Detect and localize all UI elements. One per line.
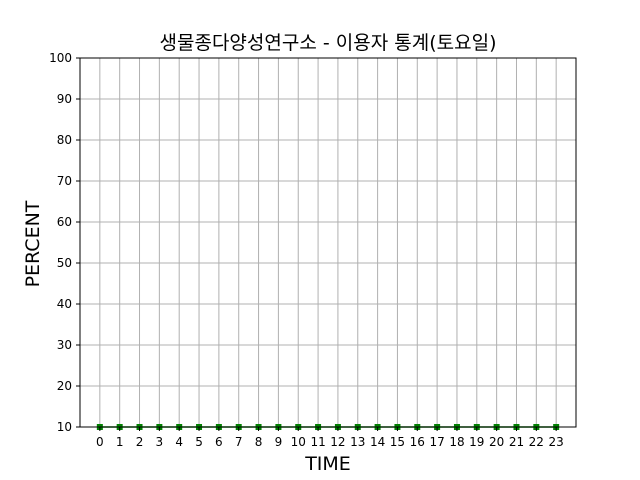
- x-axis: 0 1 2 3 4 5 6 7 8 9 10 11 12 13 14 15 16 17 18 19 20 21 22 23: [96, 427, 564, 449]
- y-tick-label: 40: [57, 297, 72, 311]
- x-tick-label: 11: [310, 435, 325, 449]
- x-tick-label: 2: [136, 435, 144, 449]
- x-tick-label: 4: [175, 435, 183, 449]
- x-tick-label: 16: [410, 435, 425, 449]
- x-tick-label: 23: [549, 435, 564, 449]
- y-tick-label: 20: [57, 379, 72, 393]
- grid: [80, 57, 576, 428]
- x-tick-label: 14: [370, 435, 385, 449]
- x-tick-label: 6: [215, 435, 223, 449]
- x-axis-label: TIME: [304, 453, 351, 475]
- y-tick-label: 70: [57, 174, 72, 188]
- y-tick-label: 100: [49, 51, 72, 65]
- y-axis: 10 20 30 40 50 60 70 80 90 100: [49, 51, 80, 434]
- x-tick-label: 10: [291, 435, 306, 449]
- y-tick-label: 50: [57, 256, 72, 270]
- x-tick-label: 20: [489, 435, 504, 449]
- x-tick-label: 1: [116, 435, 124, 449]
- x-tick-label: 7: [235, 435, 243, 449]
- x-tick-label: 3: [156, 435, 164, 449]
- x-tick-label: 0: [96, 435, 104, 449]
- x-tick-label: 5: [195, 435, 203, 449]
- plot-frame: [79, 57, 577, 428]
- y-tick-label: 80: [57, 133, 72, 147]
- y-tick-label: 90: [57, 92, 72, 106]
- chart-title: 생물종다양성연구소 - 이용자 통계(토요일): [160, 32, 497, 54]
- x-tick-label: 12: [330, 435, 345, 449]
- x-tick-label: 15: [390, 435, 405, 449]
- y-axis-label: PERCENT: [22, 200, 44, 287]
- x-tick-label: 22: [529, 435, 544, 449]
- y-tick-label: 30: [57, 338, 72, 352]
- y-tick-label: 60: [57, 215, 72, 229]
- x-tick-label: 8: [255, 435, 263, 449]
- x-tick-label: 19: [469, 435, 484, 449]
- x-tick-label: 21: [509, 435, 524, 449]
- x-tick-label: 9: [275, 435, 283, 449]
- x-tick-label: 13: [350, 435, 365, 449]
- x-tick-label: 17: [429, 435, 444, 449]
- y-tick-label: 10: [57, 420, 72, 434]
- x-tick-label: 18: [449, 435, 464, 449]
